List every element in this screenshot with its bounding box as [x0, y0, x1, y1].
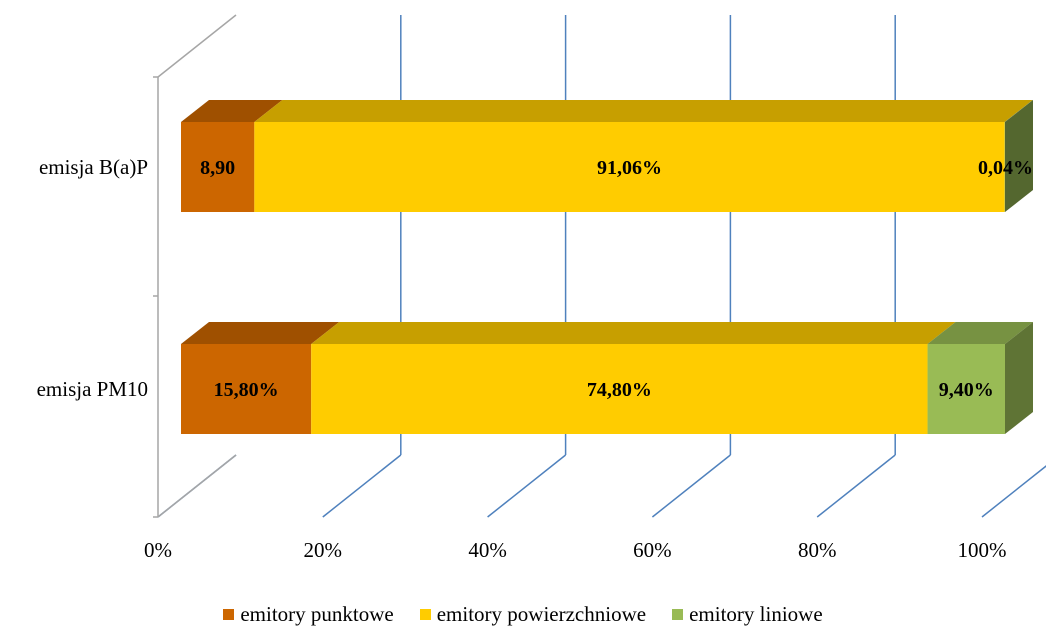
category-label: emisja PM10: [37, 377, 148, 401]
data-label: 91,06%: [597, 157, 662, 179]
data-label: 15,80%: [214, 379, 279, 401]
x-tick-label: 60%: [633, 538, 672, 562]
legend-item-powierzchniowe: emitory powierzchniowe: [419, 601, 647, 627]
bar-segment: [311, 344, 928, 434]
bar-side-face: [1005, 322, 1033, 434]
legend-label-liniowe: emitory liniowe: [689, 601, 823, 626]
bar-top-face: [181, 322, 340, 344]
axis-side-wall-top: [157, 14, 237, 78]
data-label: 74,80%: [587, 379, 652, 401]
gridline-floor: [487, 454, 567, 518]
legend-item-punktowe: emitory punktowe: [223, 601, 394, 627]
legend-swatch-powierzchniowe: [419, 608, 431, 620]
legend-label-punktowe: emitory punktowe: [240, 601, 394, 626]
data-label: 8,90: [200, 157, 235, 179]
data-label: 0,04%: [978, 157, 1033, 179]
legend-swatch-punktowe: [223, 608, 235, 620]
data-label: 9,40%: [939, 379, 994, 401]
category-label: emisja B(a)P: [39, 155, 148, 179]
bar-segment: [927, 344, 1005, 434]
gridline-floor: [651, 454, 731, 518]
gridline-floor: [816, 454, 896, 518]
legend: emitory punktowe emitory powierzchniowe …: [0, 601, 1046, 627]
chart-bars: [181, 100, 1033, 434]
legend-item-liniowe: emitory liniowe: [672, 602, 823, 627]
legend-label-powierzchniowe: emitory powierzchniowe: [436, 601, 647, 626]
chart-labels: 0% 20% 40% 60% 80% 100% 8,90 91,06% 0,04% emisja …: [37, 155, 1033, 562]
x-tick-label: 20%: [304, 538, 343, 562]
gridline-floor: [322, 454, 402, 518]
x-tick-label: 100%: [958, 538, 1007, 562]
bar-side-face: [1005, 100, 1033, 212]
bar-top-face: [181, 100, 283, 122]
x-tick-label: 0%: [144, 538, 172, 562]
gridline-floor: [981, 465, 1046, 518]
bar-top-face: [311, 322, 956, 344]
bar-top-face: [254, 100, 1033, 122]
x-tick-label: 40%: [468, 538, 507, 562]
bar-top-face: [1004, 100, 1033, 122]
bar-segment: [181, 122, 255, 212]
bar-top-face: [927, 322, 1033, 344]
legend-swatch-liniowe: [672, 608, 684, 620]
bar-segment: [1004, 122, 1006, 212]
axis-floor-left: [157, 454, 237, 518]
bar-segment: [254, 122, 1005, 212]
chart-walls: [153, 14, 1046, 518]
x-tick-label: 80%: [798, 538, 837, 562]
bar-segment: [181, 344, 312, 434]
